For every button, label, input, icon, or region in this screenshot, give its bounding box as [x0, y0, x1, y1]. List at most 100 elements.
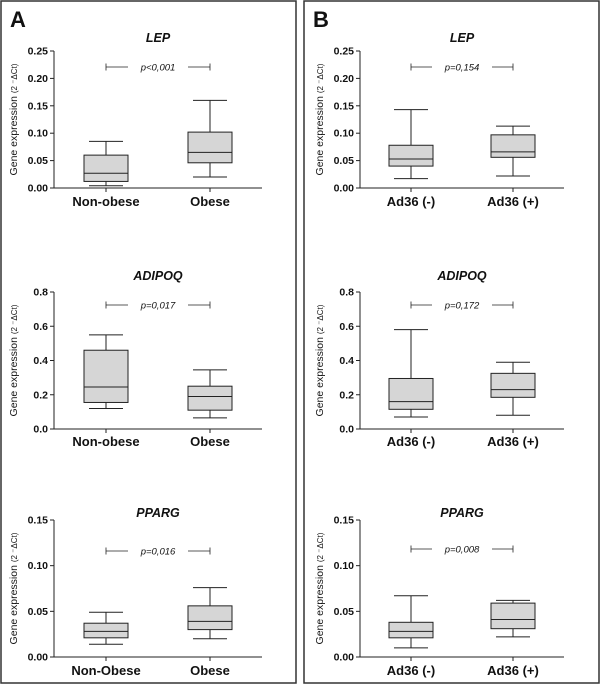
box-iqr: [83, 349, 129, 403]
y-axis-label-main: Gene expression: [314, 334, 326, 416]
x-category-label: Ad36 (+): [487, 434, 539, 449]
y-tick-label: 0.00: [28, 652, 49, 664]
y-axis-label-main: Gene expression: [8, 93, 20, 175]
y-tick-label: 0.20: [28, 73, 49, 85]
box-2: [490, 361, 536, 433]
y-axis-label-sup: (2 ⁻ΔCt): [10, 63, 19, 93]
box-2: [490, 125, 536, 192]
y-axis-label-main: Gene expression: [314, 562, 326, 644]
y-axis-label-sup: (2 ⁻ΔCt): [316, 63, 325, 93]
x-category-label: Ad36 (+): [487, 663, 539, 678]
box-iqr: [490, 602, 536, 630]
x-category-label: Non-obese: [72, 434, 139, 449]
panel-letter-b: B: [313, 7, 329, 32]
box-iqr: [388, 621, 434, 639]
box-1: [83, 611, 129, 661]
y-tick-label: 0.25: [28, 46, 49, 58]
y-tick-label: 0.00: [334, 183, 355, 195]
y-tick-label: 0.2: [33, 389, 48, 401]
box-iqr: [388, 144, 434, 167]
p-value-label: p=0,154: [444, 63, 480, 74]
y-tick-label: 0.10: [28, 128, 49, 140]
chart-a-pparg: PPARG 0.00 0.05 0.10 0.15 Gene expression (2 …: [8, 506, 262, 678]
y-axis-label-main: Gene expression: [8, 334, 20, 416]
chart-b-pparg: PPARG 0.00 0.05 0.10 0.15 Gene expression (2 …: [314, 506, 564, 678]
box-2: [187, 99, 233, 192]
y-tick-label: 0.10: [334, 128, 355, 140]
y-tick-label: 0.05: [334, 606, 355, 618]
y-axis-label-sup: (2 ⁻ΔCt): [10, 304, 19, 334]
box-2: [187, 587, 233, 661]
y-axis-label: Gene expression (2 ⁻ΔCt): [8, 63, 20, 175]
chart-title: PPARG: [440, 506, 484, 520]
y-tick-label: 0.8: [33, 287, 48, 299]
y-axis-label-sup: (2 ⁻ΔCt): [10, 532, 19, 562]
x-category-label: Ad36 (-): [387, 663, 435, 678]
y-tick-label: 0.25: [334, 46, 355, 58]
x-category-label: Obese: [190, 434, 230, 449]
box-1: [83, 334, 129, 433]
y-tick-label: 0.20: [334, 73, 355, 85]
p-value-label: p=0,017: [140, 301, 176, 312]
panel-letter-a: A: [10, 7, 26, 32]
p-value-label: p=0,172: [444, 301, 480, 312]
box-iqr: [490, 134, 536, 158]
y-tick-label: 0.00: [334, 652, 355, 664]
y-tick-label: 0.10: [334, 560, 355, 572]
y-tick-label: 0.05: [28, 155, 49, 167]
y-tick-label: 0.0: [33, 424, 48, 436]
box-1: [388, 109, 434, 192]
x-category-label: Obese: [190, 194, 230, 209]
x-category-label: Non-obese: [72, 194, 139, 209]
box-iqr: [83, 154, 129, 182]
x-category-label: Ad36 (-): [387, 194, 435, 209]
box-2: [490, 599, 536, 661]
y-axis-label-sup: (2 ⁻ΔCt): [316, 304, 325, 334]
y-axis-label: Gene expression (2 ⁻ΔCt): [8, 532, 20, 644]
box-iqr: [187, 131, 233, 164]
chart-title: ADIPOQ: [132, 269, 183, 283]
y-tick-label: 0.15: [28, 100, 49, 112]
y-tick-label: 0.10: [28, 560, 49, 572]
chart-title: PPARG: [136, 506, 180, 520]
x-category-label: Ad36 (-): [387, 434, 435, 449]
panel-frame-b: [303, 0, 600, 684]
chart-title: LEP: [450, 31, 475, 45]
box-iqr: [187, 605, 233, 631]
p-value-label: p<0,001: [140, 63, 176, 74]
box-iqr: [187, 385, 233, 411]
y-tick-label: 0.05: [334, 155, 355, 167]
y-tick-label: 0.4: [33, 355, 48, 367]
x-category-label: Obese: [190, 663, 230, 678]
y-tick-label: 0.4: [339, 355, 354, 367]
y-axis-label: Gene expression (2 ⁻ΔCt): [314, 63, 326, 175]
y-axis-label: Gene expression (2 ⁻ΔCt): [314, 532, 326, 644]
y-tick-label: 0.15: [28, 515, 49, 527]
chart-title: LEP: [146, 31, 171, 45]
box-1: [388, 329, 434, 433]
box-1: [83, 140, 129, 192]
y-tick-label: 0.8: [339, 287, 354, 299]
box-iqr: [388, 377, 434, 410]
box-iqr: [490, 372, 536, 398]
y-tick-label: 0.15: [334, 515, 355, 527]
y-axis-label-main: Gene expression: [8, 562, 20, 644]
box-1: [388, 595, 434, 661]
chart-a-lep: LEP 0.00 0.05 0.10 0.15 0.20 0.25 Gene expressi…: [8, 31, 262, 209]
chart-a-adipoq: ADIPOQ 0.0 0.2 0.4 0.6 0.8 Gene expression (2 …: [8, 269, 262, 449]
y-tick-label: 0.00: [28, 183, 49, 195]
chart-title: ADIPOQ: [436, 269, 487, 283]
chart-b-adipoq: ADIPOQ 0.0 0.2 0.4 0.6 0.8 Gene expression (2 …: [314, 269, 564, 449]
x-category-label: Non-Obese: [71, 663, 140, 678]
y-tick-label: 0.0: [339, 424, 354, 436]
panel-frame-a: [0, 0, 297, 684]
p-value-label: p=0,016: [140, 547, 176, 558]
y-axis-label: Gene expression (2 ⁻ΔCt): [314, 304, 326, 416]
box-2: [187, 369, 233, 433]
y-tick-label: 0.6: [339, 321, 354, 333]
x-category-label: Ad36 (+): [487, 194, 539, 209]
y-tick-label: 0.6: [33, 321, 48, 333]
y-axis-label-main: Gene expression: [314, 93, 326, 175]
